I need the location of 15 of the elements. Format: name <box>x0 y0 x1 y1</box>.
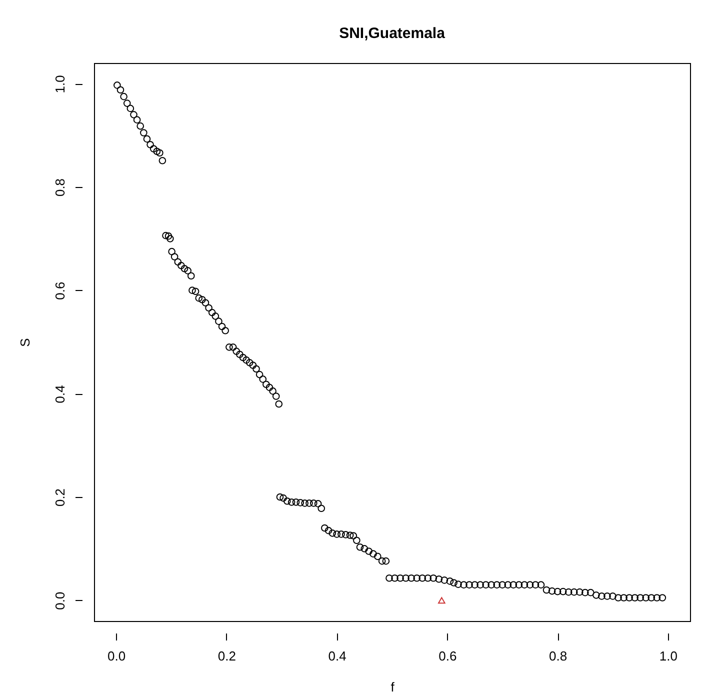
x-tick-label: 0.4 <box>328 648 346 664</box>
y-axis-title: S <box>18 338 32 347</box>
x-tick-label: 1.0 <box>659 648 678 664</box>
y-tick-label: 0.0 <box>52 592 68 610</box>
y-tick-label: 0.6 <box>52 282 68 300</box>
y-tick-label: 0.4 <box>52 385 68 404</box>
x-tick-label: 0.6 <box>438 648 457 664</box>
x-tick-label: 0.8 <box>549 648 568 664</box>
x-tick-label: 0.0 <box>108 648 126 664</box>
x-axis-title: f <box>390 680 395 694</box>
y-tick-label: 0.2 <box>52 488 68 507</box>
x-tick-label: 0.2 <box>218 648 236 664</box>
chart-title: SNI,Guatemala <box>339 25 446 42</box>
y-tick-label: 0.8 <box>52 178 68 197</box>
y-tick-label: 1.0 <box>52 75 68 94</box>
